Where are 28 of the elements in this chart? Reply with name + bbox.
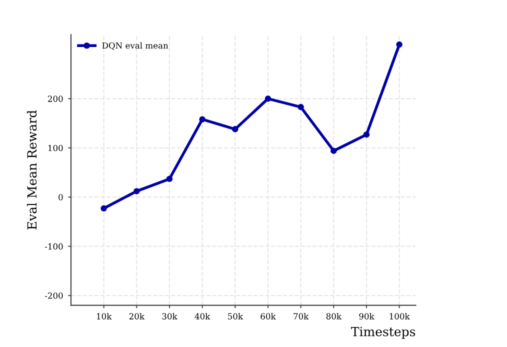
x-tick-label: 50k	[228, 313, 244, 320]
y-tick-label: -100	[44, 243, 63, 250]
x-tick-label: 30k	[162, 313, 178, 320]
x-axis-title: Timesteps	[351, 326, 416, 339]
point	[232, 126, 238, 132]
x-tick-label: 40k	[194, 313, 210, 320]
point	[396, 41, 402, 48]
point	[264, 96, 272, 102]
x-tick-label: 100k	[390, 313, 410, 320]
y-tick-label: 100	[48, 144, 63, 152]
x-tick-label: 10k	[97, 313, 112, 320]
x-tick-label: 70k	[294, 313, 309, 320]
point	[134, 188, 140, 194]
y-tick-label: 200	[48, 96, 63, 102]
y-axis-title: Eval Mean Reward	[26, 110, 37, 230]
x-tick-label: 60k	[260, 313, 276, 320]
legend-label: DQN eval mean	[102, 42, 168, 50]
y-tick-label: -200	[44, 292, 63, 299]
x-tick-label: 90k	[359, 313, 374, 320]
x-tick-label: 20k	[129, 313, 145, 320]
point	[298, 104, 304, 110]
point	[166, 176, 173, 182]
point	[100, 205, 107, 212]
x-tick-label: 80k	[326, 313, 342, 320]
point	[330, 148, 337, 154]
y-tick-label: 0	[58, 194, 63, 200]
point	[363, 131, 370, 138]
point	[199, 116, 206, 122]
